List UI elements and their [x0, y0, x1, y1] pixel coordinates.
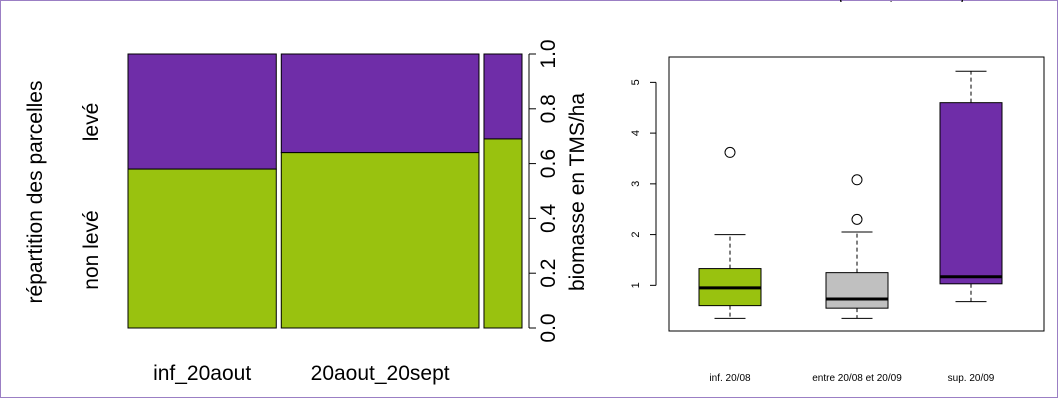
mosaic-cell-non-leve-0: [127, 168, 277, 329]
mosaic-category-label: inf_20aout: [153, 362, 251, 385]
outlier-point: [851, 174, 863, 186]
mosaic-row-label-leve: levé: [80, 103, 103, 142]
mosaic-right-tick-label: 1.0: [537, 39, 560, 68]
box-plot: 1 2 3 4 5 inf. 20/08 entre 20/08 et 20/09 sup. …: [630, 56, 1045, 384]
mosaic-right-tick-label: 0.2: [537, 259, 560, 288]
outlier-point: [851, 213, 863, 225]
mosaic-right-tick-label: 0.6: [537, 149, 560, 178]
mosaic-plot: inf_20aout 20aout_20sept répartition des p…: [24, 39, 589, 385]
top-border: [1, 0, 1057, 1]
box-1: [825, 272, 889, 309]
mosaic-right-tick-label: 0.8: [537, 94, 560, 123]
cropped-header: ( , ): [1, 0, 1057, 2]
boxplot-y-tick-label: 1: [630, 282, 642, 288]
mosaic-cell-non-leve-1: [280, 152, 480, 329]
mosaic-cell-non-leve-2: [483, 138, 523, 329]
boxplot-category-label: inf. 20/08: [709, 373, 751, 384]
outlier-point: [724, 146, 736, 158]
boxplot-y-tick-label: 5: [630, 79, 642, 85]
boxplot-y-tick-label: 3: [630, 181, 642, 187]
header-fragment-2: ,: [889, 0, 893, 2]
box-2: [939, 102, 1003, 285]
mosaic-cell-leve-2: [483, 53, 523, 140]
header-fragment-3: ): [959, 0, 964, 2]
mosaic-right-tick-label: 0.0: [537, 313, 560, 342]
mosaic-right-tick-label: 0.4: [537, 203, 560, 233]
boxplot-y-tick-label: 2: [630, 232, 642, 238]
mosaic-cell-leve-1: [280, 53, 480, 154]
mosaic-category-label: 20aout_20sept: [311, 362, 450, 385]
mosaic-ylabel-left: répartition des parcelles: [24, 81, 47, 304]
mosaic-row-label-non-leve: non levé: [80, 210, 103, 289]
boxplot-category-label: sup. 20/09: [948, 373, 995, 384]
mosaic-ylabel-right: biomasse en TMS/ha: [566, 93, 589, 291]
boxplot-category-label: entre 20/08 et 20/09: [812, 373, 902, 384]
boxplot-y-tick-label: 4: [630, 130, 642, 136]
header-fragment-1: (: [839, 0, 844, 2]
boxplot-frame: [668, 56, 1045, 332]
mosaic-cell-leve-0: [127, 53, 277, 170]
